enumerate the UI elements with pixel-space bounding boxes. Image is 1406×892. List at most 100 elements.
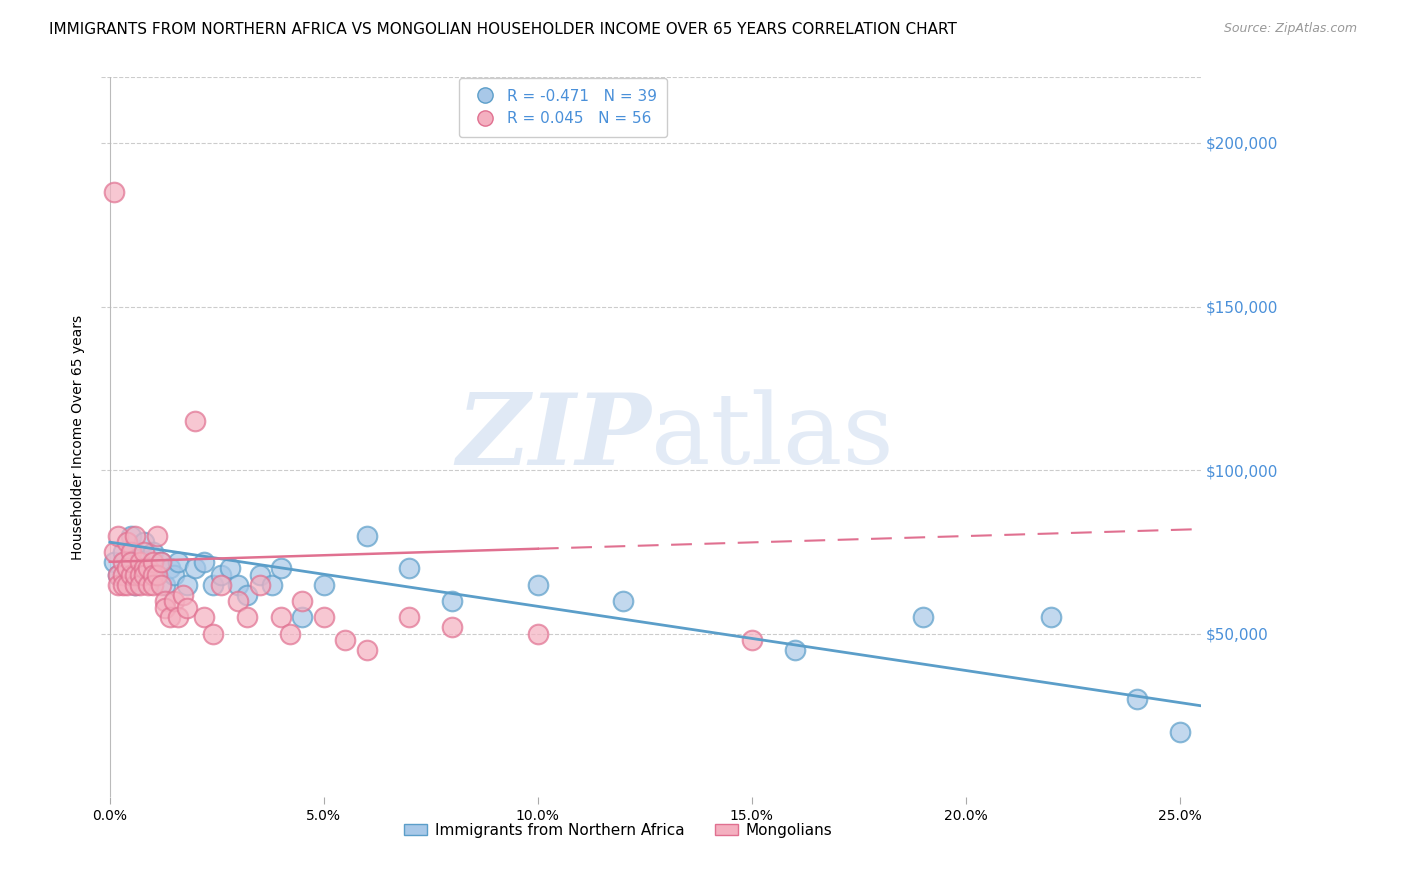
Point: [209, 578, 232, 592]
Point: [159, 561, 181, 575]
Point: [441, 620, 464, 634]
Point: [146, 568, 169, 582]
Point: [249, 568, 271, 582]
Point: [270, 610, 292, 624]
Point: [163, 594, 186, 608]
Point: [184, 561, 207, 575]
Text: atlas: atlas: [651, 390, 894, 485]
Point: [103, 545, 125, 559]
Point: [124, 528, 146, 542]
Point: [235, 588, 257, 602]
Point: [150, 555, 173, 569]
Text: ZIP: ZIP: [457, 389, 651, 485]
Point: [155, 594, 177, 608]
Point: [184, 414, 207, 428]
Point: [115, 578, 138, 592]
Point: [115, 561, 138, 575]
Point: [150, 578, 173, 592]
Point: [107, 528, 129, 542]
Point: [142, 568, 165, 582]
Point: [312, 610, 335, 624]
Point: [193, 555, 215, 569]
Point: [312, 578, 335, 592]
Point: [612, 594, 634, 608]
Point: [335, 633, 357, 648]
Point: [398, 610, 420, 624]
Point: [235, 610, 257, 624]
Point: [159, 610, 181, 624]
Point: [176, 578, 198, 592]
Point: [262, 578, 284, 592]
Point: [291, 594, 314, 608]
Point: [172, 588, 194, 602]
Y-axis label: Householder Income Over 65 years: Householder Income Over 65 years: [72, 315, 86, 560]
Point: [132, 568, 155, 582]
Point: [120, 568, 142, 582]
Point: [136, 561, 159, 575]
Point: [107, 568, 129, 582]
Point: [111, 568, 134, 582]
Point: [120, 545, 142, 559]
Point: [150, 555, 173, 569]
Legend: Immigrants from Northern Africa, Mongolians: Immigrants from Northern Africa, Mongoli…: [398, 816, 838, 844]
Point: [167, 555, 190, 569]
Text: IMMIGRANTS FROM NORTHERN AFRICA VS MONGOLIAN HOUSEHOLDER INCOME OVER 65 YEARS CO: IMMIGRANTS FROM NORTHERN AFRICA VS MONGO…: [49, 22, 957, 37]
Point: [1126, 692, 1149, 706]
Point: [741, 633, 763, 648]
Point: [441, 594, 464, 608]
Point: [167, 610, 190, 624]
Point: [270, 561, 292, 575]
Point: [226, 578, 249, 592]
Point: [356, 528, 378, 542]
Point: [249, 578, 271, 592]
Point: [193, 610, 215, 624]
Point: [107, 578, 129, 592]
Point: [527, 627, 550, 641]
Point: [132, 545, 155, 559]
Point: [163, 568, 186, 582]
Point: [103, 555, 125, 569]
Point: [226, 594, 249, 608]
Point: [124, 568, 146, 582]
Point: [103, 185, 125, 199]
Point: [209, 568, 232, 582]
Point: [278, 627, 301, 641]
Point: [176, 600, 198, 615]
Point: [132, 561, 155, 575]
Point: [912, 610, 935, 624]
Point: [111, 545, 134, 559]
Point: [201, 578, 224, 592]
Point: [115, 561, 138, 575]
Point: [142, 545, 165, 559]
Point: [155, 600, 177, 615]
Point: [107, 568, 129, 582]
Point: [527, 578, 550, 592]
Point: [218, 561, 240, 575]
Point: [111, 578, 134, 592]
Point: [115, 535, 138, 549]
Point: [128, 578, 150, 592]
Point: [1168, 725, 1191, 739]
Point: [291, 610, 314, 624]
Point: [398, 561, 420, 575]
Point: [124, 578, 146, 592]
Point: [142, 555, 165, 569]
Point: [120, 555, 142, 569]
Point: [146, 528, 169, 542]
Point: [136, 578, 159, 592]
Point: [201, 627, 224, 641]
Point: [142, 578, 165, 592]
Point: [136, 561, 159, 575]
Point: [124, 578, 146, 592]
Point: [128, 568, 150, 582]
Point: [132, 535, 155, 549]
Point: [120, 528, 142, 542]
Point: [128, 551, 150, 566]
Text: Source: ZipAtlas.com: Source: ZipAtlas.com: [1223, 22, 1357, 36]
Point: [128, 555, 150, 569]
Point: [783, 643, 806, 657]
Point: [111, 555, 134, 569]
Point: [356, 643, 378, 657]
Point: [1040, 610, 1063, 624]
Point: [146, 568, 169, 582]
